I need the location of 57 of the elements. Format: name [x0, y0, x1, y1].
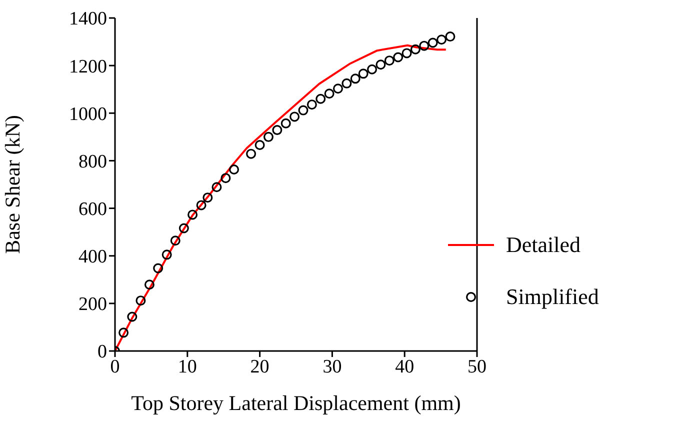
x-tick-label: 50 [468, 356, 486, 378]
y-tick-label: 800 [78, 151, 107, 172]
y-tick-label: 0 [98, 342, 107, 363]
point [220, 173, 231, 184]
point [350, 74, 360, 84]
point [290, 112, 300, 122]
point [306, 100, 317, 110]
y-tick-label: 600 [78, 199, 107, 220]
x-tick-label: 20 [250, 356, 270, 378]
point [410, 44, 420, 54]
point [332, 84, 343, 94]
point [419, 40, 430, 51]
point [178, 223, 189, 234]
point [324, 88, 334, 99]
y-tick-label: 200 [78, 294, 107, 316]
point [118, 328, 129, 338]
point [202, 192, 213, 203]
point [298, 105, 308, 116]
point [342, 78, 352, 88]
point [376, 60, 386, 70]
y-tick-label: 400 [78, 246, 107, 268]
point [384, 56, 394, 66]
point [246, 148, 256, 159]
point [402, 48, 412, 58]
y-axis-title: Base Shear (kN) [0, 115, 24, 254]
point [272, 125, 282, 136]
point [153, 263, 164, 274]
point [136, 296, 146, 306]
point [196, 200, 206, 210]
x-tick-label: 10 [178, 356, 197, 378]
point [436, 34, 447, 45]
point [393, 52, 404, 62]
point [358, 68, 368, 79]
point [263, 132, 274, 142]
point [229, 164, 240, 175]
y-tick-label: 1200 [69, 56, 107, 78]
point [445, 32, 456, 42]
x-tick-label: 30 [322, 356, 342, 378]
point [367, 64, 378, 74]
point [316, 94, 326, 104]
point [212, 182, 222, 192]
point [188, 210, 198, 220]
y-tick-label: 1400 [69, 8, 107, 30]
x-tick-label: 40 [395, 356, 414, 378]
point [254, 140, 265, 150]
line-series [115, 44, 447, 351]
x-axis-title: Top Storey Lateral Displacement (mm) [131, 391, 461, 415]
point [280, 118, 291, 128]
point [162, 250, 172, 260]
x-tick-label: 0 [110, 356, 120, 378]
point [428, 38, 438, 48]
legend-label: Detailed [506, 232, 581, 258]
legend-label: Simplified [506, 284, 599, 310]
point [170, 236, 180, 246]
y-tick-label: 1000 [69, 104, 107, 125]
point [127, 312, 138, 322]
point [144, 280, 154, 290]
